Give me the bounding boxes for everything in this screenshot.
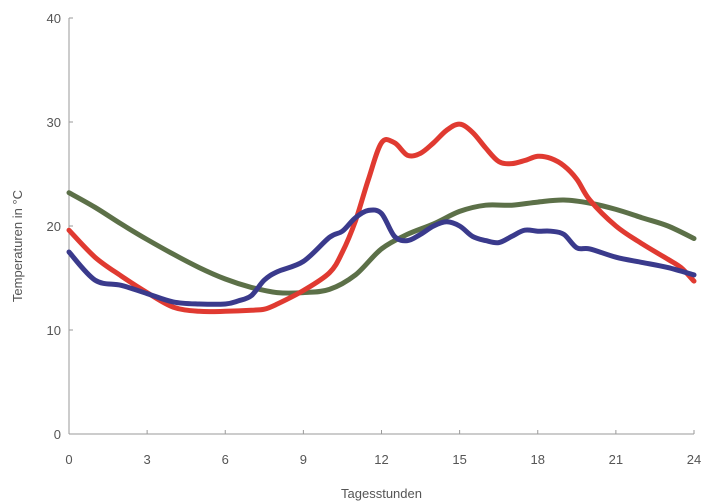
x-axis-title: Tagesstunden [341,486,422,501]
x-tick-label: 3 [144,452,151,467]
x-tick-label: 12 [374,452,388,467]
x-tick-label: 21 [609,452,623,467]
series-lines [66,121,697,315]
y-tick-label: 10 [47,323,61,338]
axes [68,18,694,435]
y-axis-title: Temperaturen in °C [10,190,25,302]
x-tick-labels: 0 3 6 9 12 15 18 21 24 [65,430,701,467]
y-tick-labels: 0 10 20 30 40 [47,11,73,442]
y-tick-label: 30 [47,115,61,130]
x-tick-label: 9 [300,452,307,467]
series-line-blue [66,207,697,307]
x-tick-label: 15 [452,452,466,467]
x-tick-label: 0 [65,452,72,467]
y-tick-label: 20 [47,219,61,234]
x-tick-label: 24 [687,452,701,467]
x-tick-label: 6 [222,452,229,467]
y-tick-label: 0 [54,427,61,442]
series-line-green [66,190,697,296]
y-tick-label: 40 [47,11,61,26]
x-tick-label: 18 [531,452,545,467]
series-line-red [66,121,697,315]
